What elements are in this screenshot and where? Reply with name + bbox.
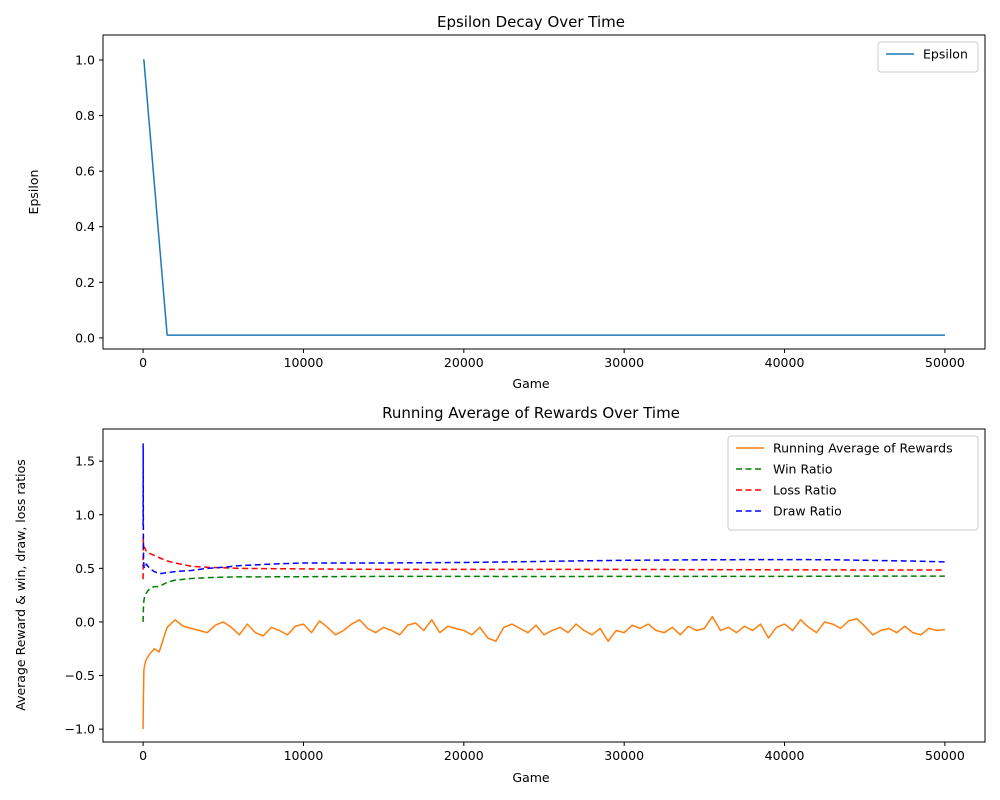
rewards-y-tick-label: 1.5 (75, 454, 95, 469)
epsilon-y-tick-label: 0.6 (75, 164, 95, 179)
epsilon-x-tick-label: 30000 (604, 355, 644, 370)
epsilon-legend-label-epsilon: Epsilon (923, 47, 968, 62)
epsilon-y-tick-label: 1.0 (75, 53, 95, 68)
epsilon-y-tick-label: 0.0 (75, 330, 95, 345)
rewards-x-tick-label: 20000 (444, 748, 484, 763)
rewards-legend: Running Average of Rewards Win Ratio Loss … (727, 435, 979, 531)
rewards-y-ticks: −1.0 −0.5 0.0 0.5 1.0 1.5 (65, 454, 103, 737)
epsilon-x-tick-label: 0 (139, 355, 147, 370)
rewards-plot-area (142, 443, 946, 730)
epsilon-plot-area (143, 59, 945, 336)
epsilon-series-epsilon-line (143, 59, 945, 336)
rewards-legend-box (727, 435, 979, 531)
epsilon-y-tick-label: 0.8 (75, 108, 95, 123)
epsilon-x-tick-label: 10000 (284, 355, 324, 370)
rewards-x-axis-label: Game (512, 770, 550, 785)
rewards-legend-label-draw-ratio: Draw Ratio (773, 504, 842, 519)
epsilon-y-tick-label: 0.2 (75, 275, 95, 290)
rewards-x-tick-label: 0 (139, 748, 147, 763)
rewards-x-ticks: 0 10000 20000 30000 40000 50000 (139, 742, 965, 763)
rewards-y-tick-label: −1.0 (65, 722, 95, 737)
epsilon-x-tick-label: 20000 (444, 355, 484, 370)
rewards-series-draw-ratio-line (142, 443, 945, 575)
epsilon-x-tick-label: 50000 (925, 355, 965, 370)
rewards-legend-label-win-ratio: Win Ratio (773, 462, 833, 477)
rewards-legend-label-running-average-of-rewards: Running Average of Rewards (773, 441, 953, 456)
rewards-series-win-ratio-line (142, 575, 945, 622)
epsilon-legend-box (877, 41, 979, 73)
epsilon-legend: Epsilon (877, 41, 979, 73)
epsilon-chart-title: Epsilon Decay Over Time (437, 13, 625, 31)
rewards-chart-title: Running Average of Rewards Over Time (382, 404, 680, 422)
epsilon-y-tick-label: 0.4 (75, 219, 95, 234)
epsilon-y-axis-label: Epsilon (26, 170, 41, 215)
rewards-x-tick-label: 30000 (604, 748, 644, 763)
rewards-y-tick-label: −0.5 (65, 668, 95, 683)
rewards-y-tick-label: 0.5 (75, 561, 95, 576)
epsilon-axes-frame (102, 34, 986, 350)
rewards-y-tick-label: 0.0 (75, 614, 95, 629)
epsilon-x-axis-label: Game (512, 376, 550, 391)
epsilon-y-ticks: 0.0 0.2 0.4 0.6 0.8 1.0 (75, 53, 103, 345)
epsilon-x-ticks: 0 10000 20000 30000 40000 50000 (139, 349, 965, 370)
rewards-series-running-average-of-rewards-line (142, 615, 946, 730)
rewards-x-tick-label: 40000 (765, 748, 805, 763)
rewards-y-axis-label: Average Reward & win, draw, loss ratios (13, 459, 28, 710)
rewards-y-tick-label: 1.0 (75, 507, 95, 522)
rewards-axes-frame (102, 428, 986, 743)
epsilon-x-tick-label: 40000 (765, 355, 805, 370)
epsilon-subplot: Epsilon Decay Over Time 0 10000 20000 30000… (26, 13, 986, 391)
rewards-x-tick-label: 50000 (925, 748, 965, 763)
rewards-subplot: Running Average of Rewards Over Time 0 10… (13, 404, 986, 785)
rewards-x-tick-label: 10000 (284, 748, 324, 763)
rewards-legend-label-loss-ratio: Loss Ratio (773, 483, 836, 498)
